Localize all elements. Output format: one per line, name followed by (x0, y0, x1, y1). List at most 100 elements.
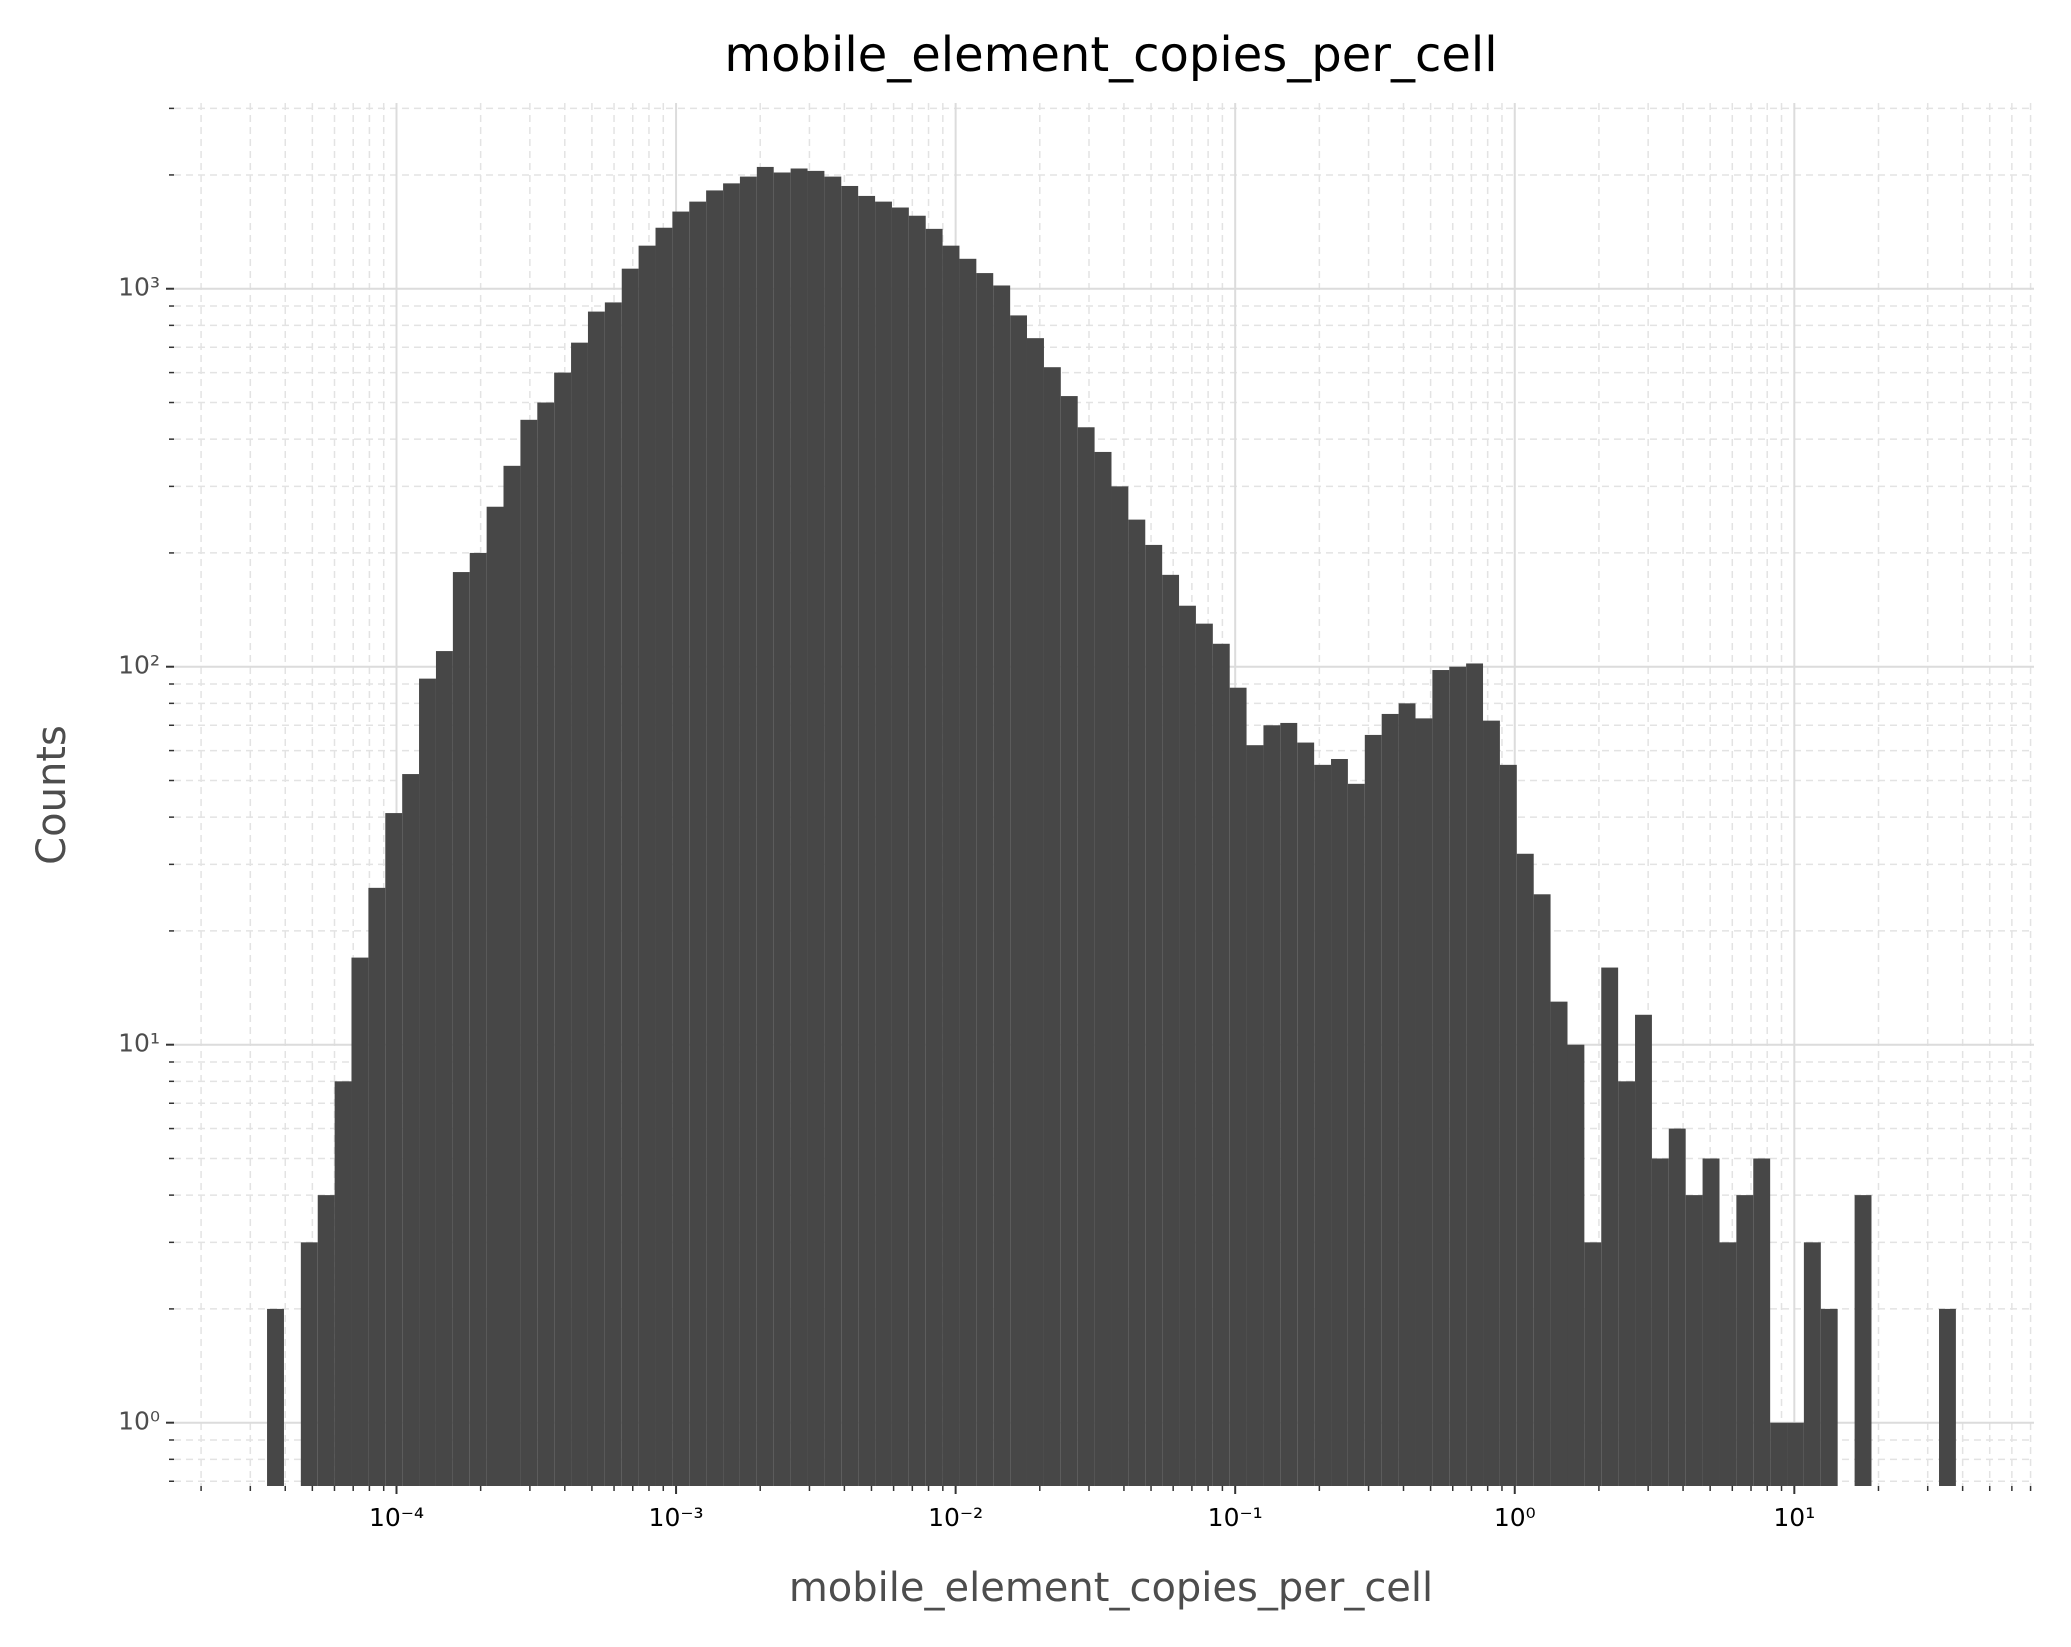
bar (1499, 764, 1517, 1486)
bar (419, 678, 436, 1486)
bar (1229, 687, 1247, 1486)
bar (1179, 605, 1196, 1486)
bar (925, 228, 943, 1486)
bar (1026, 338, 1044, 1487)
bar (1550, 1001, 1568, 1486)
bar (1449, 666, 1467, 1486)
bar (1162, 574, 1180, 1486)
bar (1787, 1422, 1804, 1486)
bar (317, 1195, 335, 1486)
bar (638, 245, 656, 1487)
bar (976, 273, 994, 1487)
bar (537, 402, 555, 1486)
bar (841, 185, 859, 1486)
bar (875, 201, 892, 1487)
x-tick-label: 10⁻³ (649, 1503, 704, 1532)
x-tick-label: 10⁻² (928, 1503, 983, 1532)
bar (554, 372, 572, 1487)
bar (469, 552, 487, 1486)
bar (604, 302, 622, 1486)
bar (1347, 783, 1365, 1486)
bar (435, 651, 453, 1486)
bar (1263, 725, 1281, 1486)
bar (1635, 1014, 1652, 1486)
bars (267, 166, 1956, 1487)
axes: 10⁻⁴ 10⁻³ 10⁻² 10⁻¹ 10⁰ 10¹ 10⁰ 10¹ 10² 10³ (118, 107, 2032, 1532)
bar (1820, 1308, 1838, 1486)
bar (1618, 1081, 1636, 1486)
bar (300, 1242, 318, 1486)
bar (993, 285, 1011, 1486)
bar (1584, 1242, 1602, 1486)
x-axis-label: mobile_element_copies_per_cell (789, 1565, 1433, 1611)
bar (368, 887, 386, 1486)
bar (351, 957, 369, 1486)
bar (1364, 734, 1382, 1486)
bar (689, 201, 707, 1487)
bar (1466, 663, 1484, 1486)
bar (520, 419, 538, 1486)
bar (858, 195, 876, 1486)
x-tick-label: 10¹ (1773, 1503, 1815, 1532)
bar (790, 168, 808, 1486)
bar (452, 572, 470, 1486)
bar (1415, 718, 1433, 1486)
bar (1212, 643, 1230, 1486)
bar (1060, 396, 1078, 1486)
bar (908, 215, 926, 1486)
y-tick-label: 10³ (118, 273, 160, 302)
bar (773, 172, 791, 1486)
bar (1398, 703, 1416, 1486)
bar (587, 311, 605, 1486)
bar (1516, 853, 1534, 1486)
bar (503, 465, 521, 1487)
bar (1094, 451, 1112, 1487)
bar (1331, 758, 1348, 1486)
bar (672, 211, 690, 1486)
bar (891, 207, 909, 1486)
bar (655, 227, 673, 1487)
y-tick-label: 10⁰ (118, 1407, 160, 1436)
bar (1939, 1308, 1956, 1486)
bar (385, 813, 403, 1486)
bar (621, 268, 639, 1486)
bar (1483, 720, 1500, 1486)
y-axis-label: Counts (29, 725, 75, 865)
bar (706, 190, 724, 1486)
bar (1297, 742, 1315, 1486)
bar (334, 1081, 352, 1486)
bar (571, 342, 588, 1486)
bar (1567, 1044, 1585, 1486)
bar (739, 176, 757, 1487)
bar (1314, 764, 1332, 1486)
bar (1381, 713, 1399, 1486)
bar (942, 245, 960, 1487)
y-tick-label: 10¹ (118, 1029, 160, 1058)
bar (1111, 486, 1129, 1487)
bar (1753, 1158, 1771, 1486)
bar (1854, 1195, 1872, 1486)
x-tick-label: 10⁻⁴ (369, 1503, 424, 1532)
bar (1719, 1242, 1737, 1486)
bar (1432, 670, 1450, 1486)
bar (1280, 722, 1298, 1486)
bar (1077, 427, 1095, 1487)
bar (723, 183, 740, 1486)
bar (1702, 1158, 1720, 1486)
bar (1195, 623, 1213, 1486)
x-tick-label: 10⁻¹ (1208, 1503, 1263, 1532)
bar (824, 176, 842, 1487)
bar (1533, 894, 1551, 1486)
bar (1043, 367, 1061, 1487)
bar (1601, 967, 1619, 1486)
bar (1685, 1195, 1703, 1486)
bar (756, 166, 774, 1486)
y-tick-label: 10² (118, 651, 160, 680)
bar (486, 506, 504, 1486)
bar (959, 258, 977, 1487)
bar (1145, 544, 1163, 1486)
bar (1651, 1158, 1669, 1486)
bar (1668, 1128, 1686, 1486)
bar (1246, 745, 1264, 1486)
